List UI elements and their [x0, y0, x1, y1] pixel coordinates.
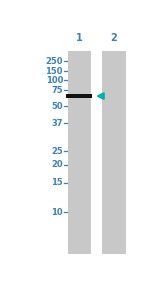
Text: 20: 20 — [51, 160, 63, 169]
Text: 100: 100 — [46, 76, 63, 85]
Text: 1: 1 — [76, 33, 83, 43]
Text: 15: 15 — [51, 178, 63, 188]
Text: 10: 10 — [51, 208, 63, 217]
Text: 25: 25 — [51, 147, 63, 156]
Text: 37: 37 — [51, 119, 63, 128]
Text: 75: 75 — [51, 86, 63, 95]
Bar — [66, 94, 92, 98]
Text: 2: 2 — [111, 33, 117, 43]
Bar — [68, 51, 91, 254]
Text: 150: 150 — [45, 67, 63, 76]
Bar — [102, 51, 126, 254]
Text: 250: 250 — [45, 57, 63, 66]
Text: 50: 50 — [51, 102, 63, 111]
